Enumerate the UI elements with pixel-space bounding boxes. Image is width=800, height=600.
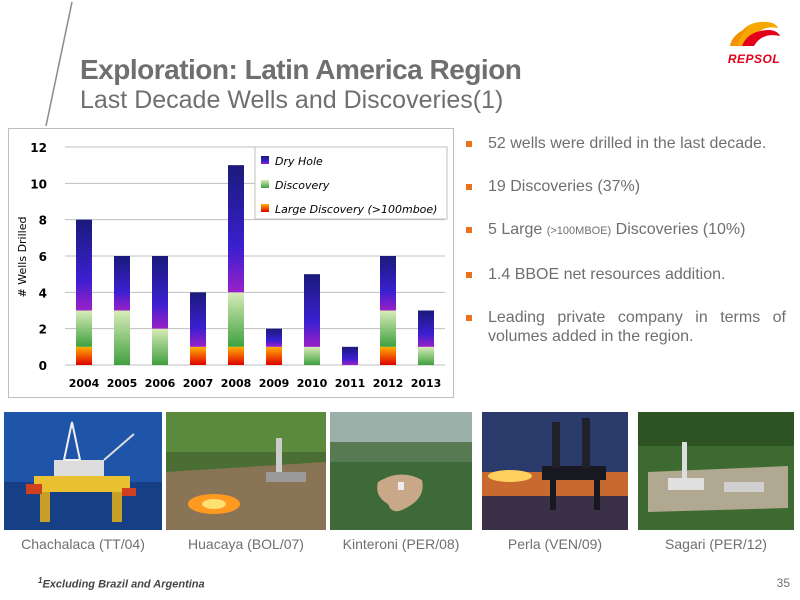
bullet-large-qualifier: (>100MBOE): [546, 225, 612, 237]
repsol-logo-mark-icon: [730, 21, 780, 46]
y-tick-label: 2: [39, 323, 47, 337]
x-tick-label: 2004: [69, 377, 100, 390]
bar-segment: [266, 328, 282, 347]
x-tick-label: 2008: [221, 377, 252, 390]
bar-segment: [190, 346, 206, 365]
key-facts-list: 52 wells were drilled in the last decade…: [466, 134, 786, 370]
bar-segment: [114, 256, 130, 311]
photo-perla: [482, 412, 628, 530]
bar-segment: [114, 310, 130, 365]
x-tick-label: 2005: [107, 377, 138, 390]
bar-segment: [228, 346, 244, 365]
decorative-slash: [45, 1, 73, 127]
legend-swatch: [261, 180, 269, 188]
x-tick-label: 2011: [335, 377, 366, 390]
page-subtitle: Last Decade Wells and Discoveries(1): [80, 86, 504, 114]
bar-segment: [342, 346, 358, 365]
y-tick-label: 10: [30, 177, 47, 191]
bar-segment: [380, 346, 396, 365]
bullet-discoveries: 19 Discoveries (37%): [466, 177, 786, 196]
y-tick-label: 8: [39, 214, 47, 228]
x-tick-label: 2007: [183, 377, 214, 390]
bar-segment: [418, 310, 434, 347]
footnote: 1Excluding Brazil and Argentina: [38, 576, 205, 591]
photo-kinteroni: [330, 412, 472, 530]
bar-segment: [380, 310, 396, 347]
footnote-mark: 1: [38, 576, 43, 585]
repsol-logo-text: REPSOL: [727, 52, 781, 66]
bar-segment: [228, 292, 244, 347]
photo-chachalaca: [4, 412, 162, 530]
bar-segment: [304, 274, 320, 347]
bullet-large-pre: 5 Large: [488, 221, 547, 238]
bar-segment: [76, 310, 92, 347]
wells-chart-svg: 0 2 4 6 8 10 12 2004 2005 2006 2007 2008 2009 2010 20…: [16, 141, 448, 390]
bar-segment: [266, 346, 282, 365]
bullet-wells: 52 wells were drilled in the last decade…: [466, 134, 786, 153]
footnote-text: Excluding Brazil and Argentina: [42, 578, 205, 591]
page-number: 35: [776, 576, 790, 590]
x-tick-label: 2010: [297, 377, 328, 390]
bar-segment: [76, 346, 92, 365]
legend-box: [254, 146, 448, 220]
legend-swatch: [261, 204, 269, 212]
bullet-large-post: Discoveries (10%): [611, 221, 746, 238]
legend-label: Discovery: [275, 179, 330, 192]
bullet-resources: 1.4 BBOE net resources addition.: [466, 265, 786, 284]
legend-swatch: [261, 156, 269, 164]
bullet-large-discoveries: 5 Large (>100MBOE) Discoveries (10%): [466, 220, 786, 241]
y-tick-label: 0: [39, 359, 47, 373]
bar-segment: [418, 346, 434, 365]
y-tick-label: 12: [30, 141, 47, 155]
chart-legend: Dry Hole Discovery Large Discovery (>100mb…: [254, 146, 448, 220]
bar-segment: [76, 219, 92, 311]
wells-chart: 0 2 4 6 8 10 12 2004 2005 2006 2007 2008 2009 2010 20…: [8, 128, 454, 398]
photo-huacaya: [166, 412, 326, 530]
y-axis-label: # Wells Drilled: [16, 217, 29, 298]
y-tick-label: 4: [39, 286, 47, 300]
bar-segment: [304, 346, 320, 365]
x-tick-label: 2013: [411, 377, 442, 390]
legend-label: Large Discovery (>100mboe): [275, 203, 437, 216]
caption-huacaya: Huacaya (BOL/07): [188, 536, 304, 552]
caption-kinteroni: Kinteroni (PER/08): [342, 536, 460, 552]
bar-segment: [190, 292, 206, 347]
x-tick-label: 2009: [259, 377, 290, 390]
caption-chachalaca: Chachalaca (TT/04): [21, 536, 145, 552]
photo-sagari: [638, 412, 794, 530]
x-tick-label: 2012: [373, 377, 404, 390]
y-tick-label: 6: [39, 250, 47, 264]
page-title: Exploration: Latin America Region: [80, 54, 522, 85]
bar-segment: [152, 256, 168, 329]
repsol-logo: REPSOL: [718, 12, 790, 70]
legend-label: Dry Hole: [275, 155, 323, 168]
caption-sagari: Sagari (PER/12): [665, 536, 767, 552]
bar-segment: [228, 165, 244, 293]
caption-perla: Perla (VEN/09): [507, 536, 603, 552]
bar-segment: [152, 328, 168, 365]
bar-segment: [380, 256, 396, 311]
bullet-leading: Leading private company in terms of volu…: [466, 308, 786, 346]
x-tick-label: 2006: [145, 377, 176, 390]
